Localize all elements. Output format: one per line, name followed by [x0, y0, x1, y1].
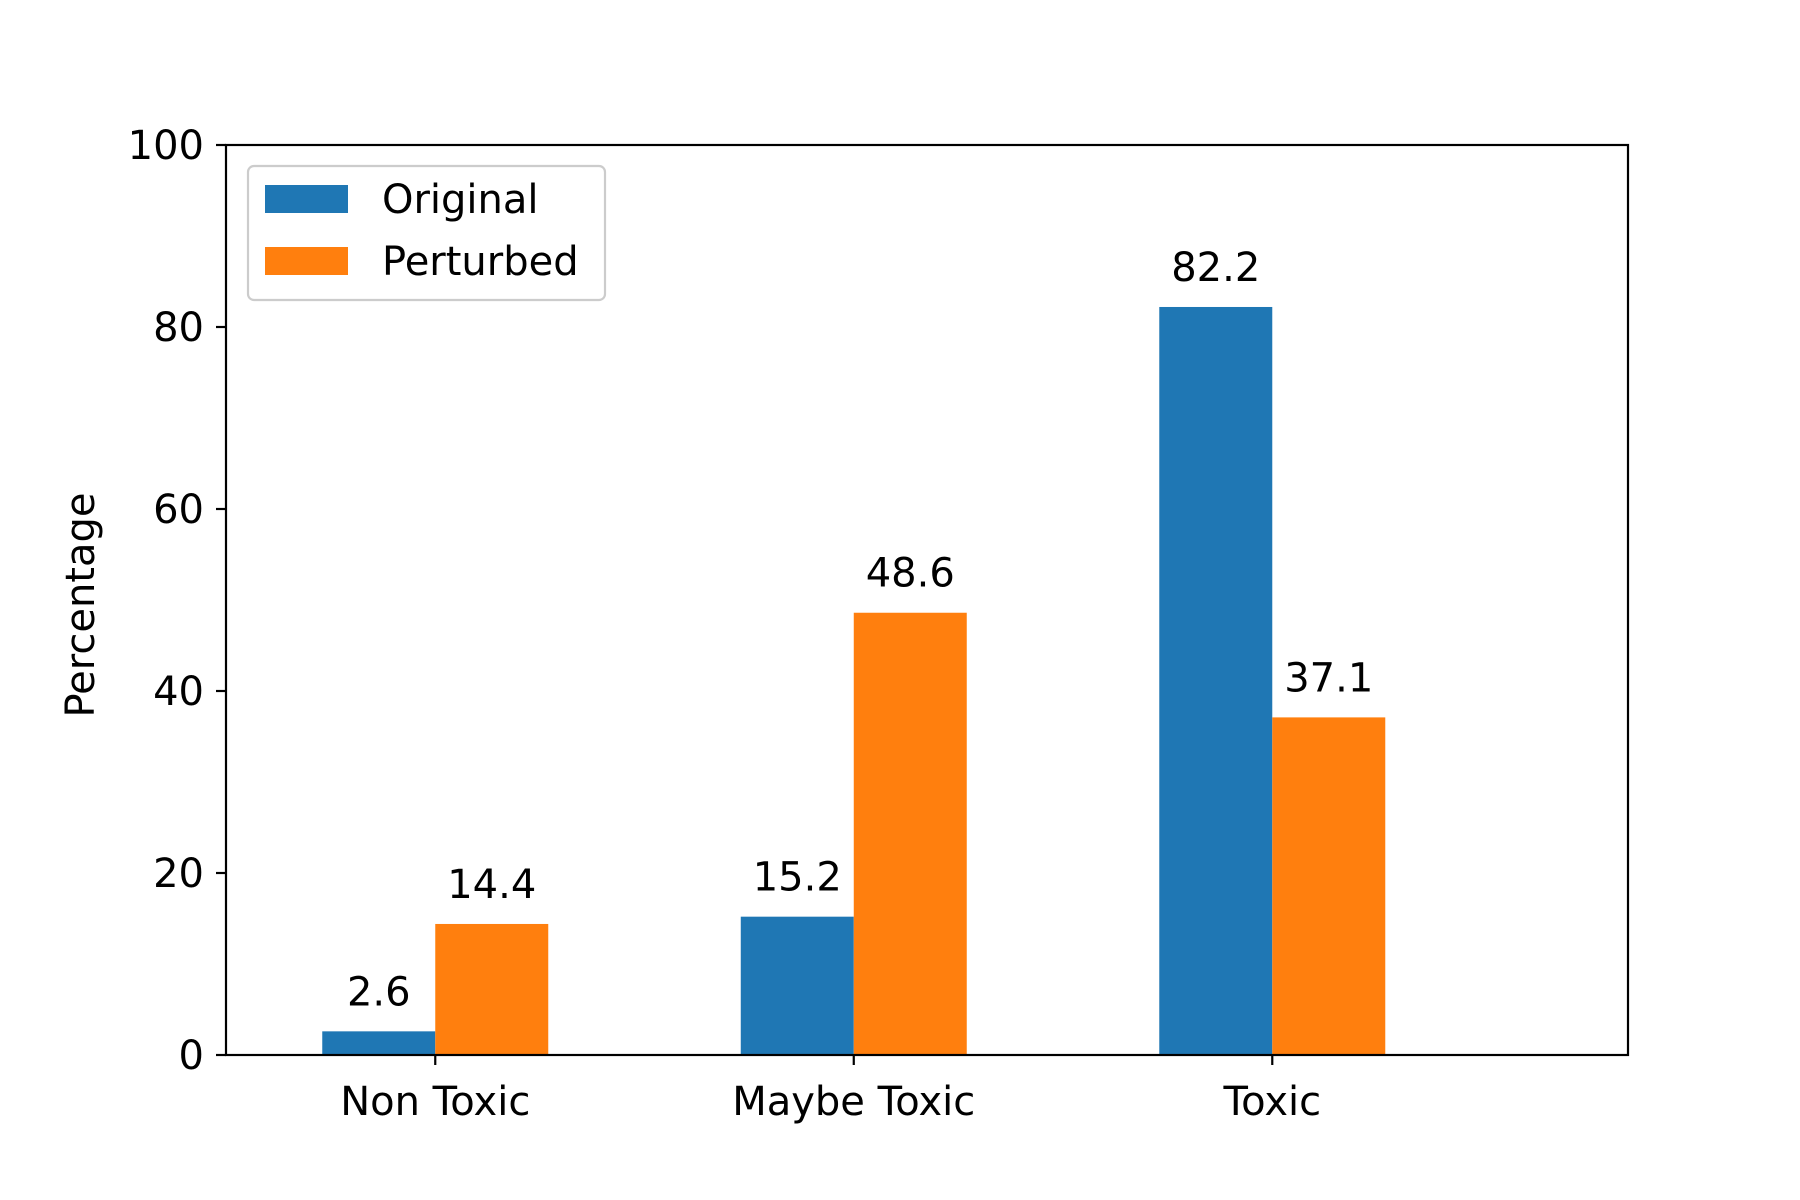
bar-original-2: [1159, 306, 1273, 1056]
bar-perturbed-0: [435, 923, 549, 1055]
data-label-perturbed-1: 48.6: [866, 551, 955, 597]
data-label-original-0: 2.6: [347, 969, 411, 1015]
x-tick-label: Toxic: [1222, 1079, 1321, 1125]
y-tick-label: 40: [153, 669, 204, 715]
y-axis-label: Percentage: [58, 492, 104, 717]
bar-perturbed-2: [1272, 717, 1386, 1055]
data-label-original-1: 15.2: [753, 855, 842, 901]
legend-label-original: Original: [382, 177, 539, 223]
plot-frame: [224, 143, 1630, 1057]
data-label-perturbed-2: 37.1: [1284, 655, 1373, 701]
legend-swatch-perturbed: [265, 247, 348, 275]
legend-swatch-original: [265, 185, 348, 213]
x-tick-label: Non Toxic: [340, 1079, 530, 1125]
axes-layer: 0 20 40 60 80 100 Non Toxic Maybe Toxic Toxic: [128, 123, 1630, 1125]
bar-perturbed-1: [853, 612, 967, 1055]
y-tick-label: 80: [153, 305, 204, 351]
data-labels-layer: 2.6 15.2 82.2 14.4 48.6 37.1: [347, 245, 1373, 1015]
legend-label-perturbed: Perturbed: [382, 239, 579, 285]
bar-original-1: [740, 916, 854, 1055]
y-tick-label: 20: [153, 851, 204, 897]
y-tick-label: 100: [128, 123, 204, 169]
bar-original-0: [322, 1031, 436, 1055]
y-tick-label: 0: [179, 1033, 204, 1079]
y-tick-label: 60: [153, 487, 204, 533]
data-label-perturbed-0: 14.4: [447, 862, 536, 908]
bars-layer: [322, 306, 1386, 1056]
x-tick-label: Maybe Toxic: [732, 1079, 975, 1125]
legend: Original Perturbed: [246, 164, 607, 302]
data-label-original-2: 82.2: [1171, 245, 1260, 291]
